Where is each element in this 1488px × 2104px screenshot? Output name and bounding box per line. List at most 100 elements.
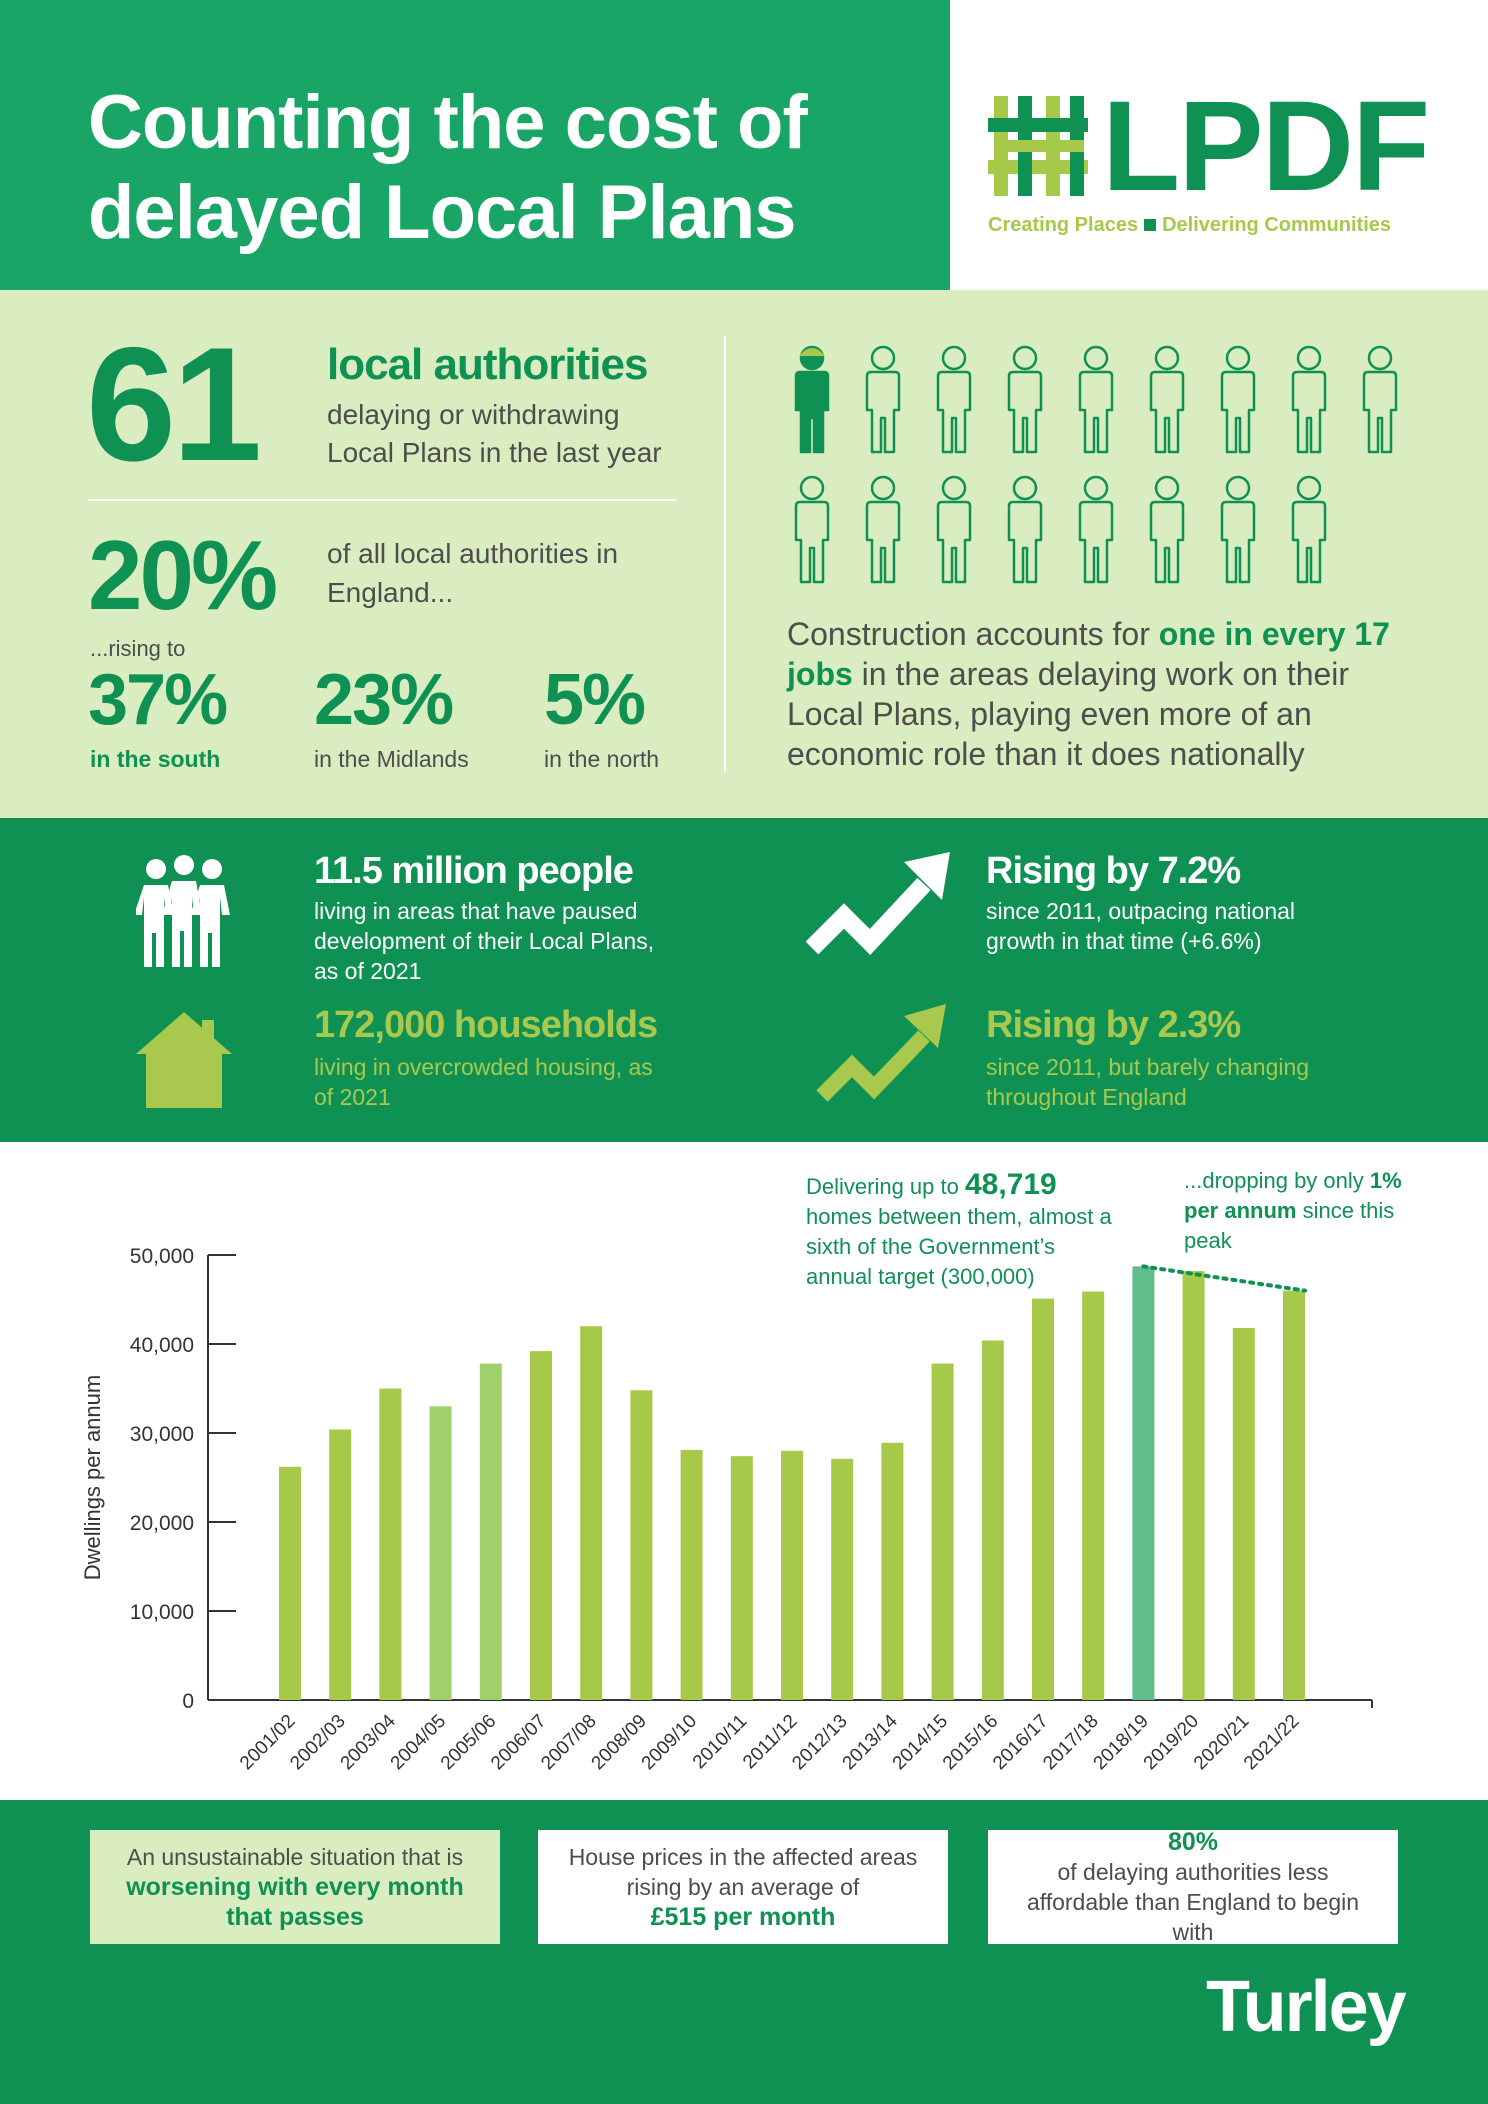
x-tick-label: 2015/16 <box>939 1711 1002 1774</box>
authority-pct: 20% <box>88 520 278 630</box>
unsustainable-box: An unsustainable situation that is worse… <box>90 1830 500 1944</box>
bar-2010/11 <box>730 1456 753 1700</box>
y-tick-label: 20,000 <box>130 1512 194 1535</box>
logo-name: LPDF <box>1102 75 1430 218</box>
bar-2017/18 <box>1082 1291 1105 1700</box>
x-tick-label: 2020/21 <box>1190 1711 1253 1774</box>
box2-pre: House prices in the affected areas risin… <box>568 1844 918 1900</box>
affordability-box: 80% of delaying authorities less affordab… <box>988 1828 1398 1945</box>
bar-2011/12 <box>781 1450 803 1700</box>
x-tick-label: 2021/22 <box>1240 1711 1303 1774</box>
box1-bold: worsening with every month that passes <box>126 1873 464 1931</box>
y-tick-label: 10,000 <box>130 1601 194 1624</box>
people-desc: living in areas that have paused develop… <box>314 898 655 984</box>
tagline-square-icon <box>1144 219 1157 231</box>
x-tick-label: 2007/08 <box>537 1711 600 1774</box>
authority-pct-desc: of all local authorities in England... <box>327 538 619 608</box>
x-tick-label: 2010/11 <box>689 1711 751 1773</box>
x-tick-label: 2005/06 <box>437 1711 500 1774</box>
bar-2020/21 <box>1232 1327 1255 1700</box>
households-desc: living in overcrowded housing, as of 202… <box>314 1054 653 1110</box>
lpdf-logo-mark-icon <box>988 96 1088 196</box>
person-icon <box>865 345 901 454</box>
person-icon <box>1220 345 1256 454</box>
authority-count-heading: local authorities <box>327 340 648 389</box>
south-pct: 37% <box>88 660 228 740</box>
box1-pre: An unsustainable situation that is <box>126 1844 464 1870</box>
bar-2005/06 <box>479 1363 502 1700</box>
x-tick-label: 2006/07 <box>487 1711 550 1774</box>
population-growth-heading: Rising by 7.2% <box>986 850 1241 892</box>
box2-bold: £515 per month <box>650 1903 836 1931</box>
construction-text-post: in the areas delaying work on their Loca… <box>787 656 1350 772</box>
bar-2006/07 <box>530 1351 552 1700</box>
logo-tagline: Creating Places Delivering Communities <box>988 214 1391 237</box>
trend-up-arrow-icon <box>805 852 950 955</box>
bar-2009/10 <box>680 1449 703 1700</box>
bar-2016/17 <box>1032 1298 1054 1700</box>
x-tick-label: 2001/02 <box>236 1711 299 1774</box>
y-tick-label: 50,000 <box>130 1245 194 1268</box>
midlands-pct: 23% <box>314 660 454 740</box>
y-axis-label: Dwellings per annum <box>80 1375 105 1580</box>
bar-2007/08 <box>580 1326 603 1700</box>
bar-2014/15 <box>931 1363 954 1700</box>
x-tick-label: 2008/09 <box>588 1711 651 1774</box>
y-tick-label: 30,000 <box>130 1423 194 1446</box>
population-band <box>0 818 1488 1142</box>
person-icon <box>1220 475 1256 584</box>
people-pictogram-grid <box>794 345 1398 584</box>
households-heading: 172,000 households <box>314 1004 658 1046</box>
household-growth-desc: since 2011, but barely changing througho… <box>986 1054 1310 1110</box>
construction-text-pre: Construction accounts for <box>787 616 1159 652</box>
south-label: in the south <box>90 746 221 772</box>
drop-annotation-pre: ...dropping by only <box>1184 1168 1370 1193</box>
north-pct: 5% <box>544 660 646 740</box>
population-growth-desc: since 2011, outpacing national growth in… <box>986 898 1296 954</box>
bar-2003/04 <box>379 1388 402 1700</box>
y-tick-label: 0 <box>182 1690 194 1713</box>
x-tick-label: 2014/15 <box>889 1711 952 1774</box>
peak-annotation-post: homes between them, almost a sixth of th… <box>806 1204 1112 1289</box>
bar-2021/22 <box>1283 1290 1305 1700</box>
peak-annotation-value: 48,719 <box>964 1168 1057 1201</box>
page-title: Counting the cost of delayed Local Plans <box>88 80 808 255</box>
x-tick-label: 2018/19 <box>1090 1711 1153 1774</box>
bar-2008/09 <box>630 1390 653 1700</box>
peak-decline-dotted-line <box>1141 1264 1307 1293</box>
bar-2002/03 <box>329 1429 352 1700</box>
house-prices-box: House prices in the affected areas risin… <box>538 1830 948 1944</box>
north-label: in the north <box>544 746 660 772</box>
people-heading: 11.5 million people <box>314 850 634 892</box>
x-tick-label: 2004/05 <box>387 1711 450 1774</box>
authority-count: 61 <box>86 314 262 495</box>
person-icon <box>1078 345 1114 454</box>
x-tick-label: 2016/17 <box>989 1711 1052 1774</box>
header-band <box>0 0 950 290</box>
person-icon <box>1007 345 1043 454</box>
person-icon <box>936 345 972 454</box>
person-icon <box>1291 475 1327 584</box>
person-icon <box>1078 475 1114 584</box>
stats-vertical-divider <box>724 336 726 772</box>
bar-2015/16 <box>981 1340 1004 1700</box>
x-tick-label: 2009/10 <box>638 1711 701 1774</box>
bar-2019/20 <box>1182 1271 1205 1700</box>
person-icon <box>1149 475 1185 584</box>
bar-2004/05 <box>429 1406 452 1700</box>
family-people-icon <box>136 855 230 967</box>
drop-annotation-bold: 1% per annum <box>1184 1168 1402 1223</box>
person-icon <box>936 475 972 584</box>
logo-tagline-1: Creating Places <box>988 214 1139 236</box>
stats-divider <box>88 499 676 501</box>
turley-logo: Turley <box>1206 1967 1407 2047</box>
bar-2018/19 <box>1132 1266 1155 1700</box>
drop-annotation: ...dropping by only 1% per annum since t… <box>1184 1166 1404 1256</box>
box3-post: of delaying authorities less affordable … <box>1026 1859 1360 1945</box>
peak-annotation: Delivering up to 48,719 homes between th… <box>806 1170 1126 1292</box>
x-tick-label: 2017/18 <box>1039 1711 1102 1774</box>
drop-annotation-post: since this peak <box>1184 1198 1395 1253</box>
person-icon-filled <box>794 345 830 454</box>
trend-up-arrow-lime-icon <box>816 1004 946 1102</box>
person-icon <box>1007 475 1043 584</box>
